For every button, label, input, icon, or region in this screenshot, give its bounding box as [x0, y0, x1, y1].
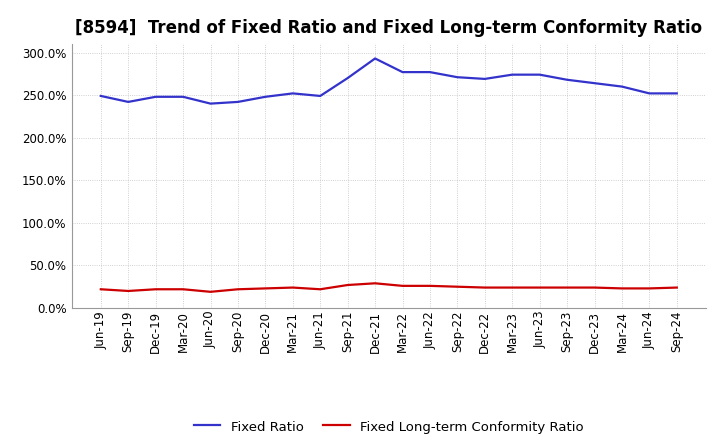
Fixed Ratio — [590, 81, 599, 86]
Fixed Ratio — [289, 91, 297, 96]
Fixed Ratio — [480, 76, 489, 81]
Legend: Fixed Ratio, Fixed Long-term Conformity Ratio: Fixed Ratio, Fixed Long-term Conformity … — [189, 415, 589, 439]
Fixed Ratio — [426, 70, 434, 75]
Fixed Ratio — [151, 94, 160, 99]
Fixed Long-term Conformity Ratio — [672, 285, 681, 290]
Fixed Ratio — [672, 91, 681, 96]
Fixed Ratio — [645, 91, 654, 96]
Fixed Long-term Conformity Ratio — [371, 281, 379, 286]
Fixed Ratio — [453, 74, 462, 80]
Fixed Long-term Conformity Ratio — [261, 286, 270, 291]
Fixed Ratio — [618, 84, 626, 89]
Fixed Ratio — [124, 99, 132, 105]
Fixed Long-term Conformity Ratio — [96, 286, 105, 292]
Fixed Long-term Conformity Ratio — [289, 285, 297, 290]
Fixed Ratio — [371, 56, 379, 61]
Fixed Long-term Conformity Ratio — [151, 286, 160, 292]
Fixed Long-term Conformity Ratio — [398, 283, 407, 289]
Fixed Long-term Conformity Ratio — [316, 286, 325, 292]
Fixed Long-term Conformity Ratio — [590, 285, 599, 290]
Fixed Ratio — [179, 94, 187, 99]
Fixed Long-term Conformity Ratio — [233, 286, 242, 292]
Fixed Ratio — [96, 93, 105, 99]
Fixed Long-term Conformity Ratio — [453, 284, 462, 290]
Fixed Ratio — [536, 72, 544, 77]
Fixed Long-term Conformity Ratio — [563, 285, 572, 290]
Fixed Ratio — [233, 99, 242, 105]
Fixed Long-term Conformity Ratio — [206, 289, 215, 294]
Title: [8594]  Trend of Fixed Ratio and Fixed Long-term Conformity Ratio: [8594] Trend of Fixed Ratio and Fixed Lo… — [75, 19, 703, 37]
Fixed Long-term Conformity Ratio — [124, 288, 132, 293]
Fixed Long-term Conformity Ratio — [645, 286, 654, 291]
Fixed Ratio — [261, 94, 270, 99]
Fixed Long-term Conformity Ratio — [426, 283, 434, 289]
Fixed Ratio — [398, 70, 407, 75]
Fixed Long-term Conformity Ratio — [343, 282, 352, 288]
Fixed Ratio — [206, 101, 215, 106]
Fixed Ratio — [508, 72, 516, 77]
Fixed Ratio — [563, 77, 572, 82]
Fixed Long-term Conformity Ratio — [508, 285, 516, 290]
Fixed Long-term Conformity Ratio — [618, 286, 626, 291]
Fixed Long-term Conformity Ratio — [179, 286, 187, 292]
Fixed Long-term Conformity Ratio — [480, 285, 489, 290]
Fixed Long-term Conformity Ratio — [536, 285, 544, 290]
Fixed Ratio — [316, 93, 325, 99]
Line: Fixed Ratio: Fixed Ratio — [101, 59, 677, 103]
Fixed Ratio — [343, 75, 352, 81]
Line: Fixed Long-term Conformity Ratio: Fixed Long-term Conformity Ratio — [101, 283, 677, 292]
